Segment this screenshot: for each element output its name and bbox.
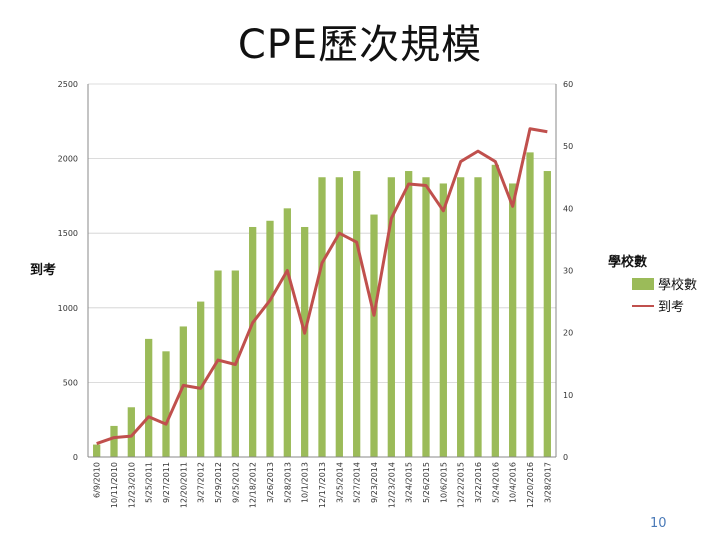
x-tick-label: 12/23/2010 (127, 462, 136, 508)
bar (301, 226, 309, 457)
x-tick-label: 5/27/2014 (353, 462, 362, 503)
x-tick-label: 3/27/2012 (197, 462, 206, 503)
x-tick-label: 12/17/2013 (318, 462, 327, 508)
bar (145, 338, 153, 457)
bar (370, 214, 378, 457)
left-tick-label: 1500 (58, 229, 78, 238)
x-tick-label: 10/1/2013 (301, 462, 310, 503)
x-tick-label: 3/24/2015 (405, 462, 414, 503)
bar (439, 183, 447, 457)
x-tick-label: 5/28/2013 (283, 462, 292, 503)
legend-bar-swatch (632, 278, 654, 290)
x-tick-label: 12/23/2014 (387, 462, 396, 508)
left-tick-label: 1000 (58, 304, 78, 313)
bar-series-school-count (93, 152, 551, 458)
right-tick-label: 10 (563, 391, 573, 400)
right-tick-label: 50 (563, 142, 573, 151)
slide-title: CPE歷次規模 (237, 22, 483, 68)
x-tick-label: 9/25/2012 (231, 462, 240, 503)
x-tick-label: 3/26/2013 (266, 462, 275, 503)
attendance-line (96, 127, 548, 445)
legend: 學校數 到考 (632, 277, 697, 315)
right-tick-label: 40 (563, 204, 573, 213)
bar (405, 171, 413, 458)
legend-label-attendance: 到考 (658, 300, 684, 315)
x-tick-label: 10/4/2016 (509, 462, 518, 503)
page-number: 10 (650, 516, 667, 531)
bar (197, 301, 205, 457)
bar (162, 351, 170, 457)
x-tick-label: 3/22/2016 (474, 462, 483, 503)
x-tick-label: 3/25/2014 (335, 462, 344, 503)
right-axis-ticks: 0 10 20 30 40 50 60 (563, 80, 573, 462)
bar (127, 407, 135, 457)
left-tick-label: 2000 (58, 155, 78, 164)
x-tick-label: 3/28/2017 (543, 462, 552, 503)
x-tick-label: 5/29/2012 (214, 462, 223, 503)
x-tick-label: 9/27/2011 (162, 462, 171, 503)
bar (457, 177, 465, 457)
bar (335, 177, 343, 457)
bar (318, 177, 326, 457)
right-tick-label: 0 (563, 453, 568, 462)
x-tick-label: 12/20/2016 (526, 462, 535, 508)
right-axis-label: 學校數 (608, 254, 647, 270)
bar (353, 171, 361, 458)
left-tick-label: 2500 (58, 80, 78, 89)
x-axis-ticks: 6/9/2010 10/11/2010 12/23/2010 5/25/2011 9/2… (93, 462, 553, 508)
bar (543, 171, 551, 458)
x-tick-label: 12/20/2011 (179, 462, 188, 508)
bar (179, 326, 187, 457)
bar (526, 152, 534, 457)
left-tick-label: 0 (73, 453, 78, 462)
left-tick-label: 500 (63, 378, 78, 387)
bar (491, 164, 499, 458)
line-series-attendance (96, 127, 548, 445)
x-tick-label: 12/22/2015 (457, 462, 466, 508)
x-tick-label: 9/23/2014 (370, 462, 379, 503)
left-axis-label: 到考 (30, 262, 56, 278)
x-tick-label: 5/26/2015 (422, 462, 431, 503)
x-tick-label: 5/24/2016 (491, 462, 500, 503)
bar (474, 177, 482, 457)
bar (93, 444, 101, 457)
x-tick-label: 6/9/2010 (93, 462, 102, 498)
bar (283, 208, 291, 457)
x-tick-label: 5/25/2011 (145, 462, 154, 503)
bar (249, 226, 257, 457)
left-axis-ticks: 0 500 1000 1500 2000 2500 (58, 80, 78, 462)
right-tick-label: 60 (563, 80, 573, 89)
bar (509, 183, 517, 457)
bar (387, 177, 395, 457)
right-tick-label: 20 (563, 329, 573, 338)
right-tick-label: 30 (563, 267, 573, 276)
x-tick-label: 10/11/2010 (110, 462, 119, 508)
bar (422, 177, 430, 457)
bar (214, 270, 222, 457)
x-tick-label: 10/6/2015 (439, 462, 448, 503)
x-tick-label: 12/18/2012 (249, 462, 258, 508)
axes (87, 84, 557, 458)
bar (110, 425, 118, 457)
legend-label-school-count: 學校數 (658, 277, 697, 293)
bar (266, 220, 274, 457)
